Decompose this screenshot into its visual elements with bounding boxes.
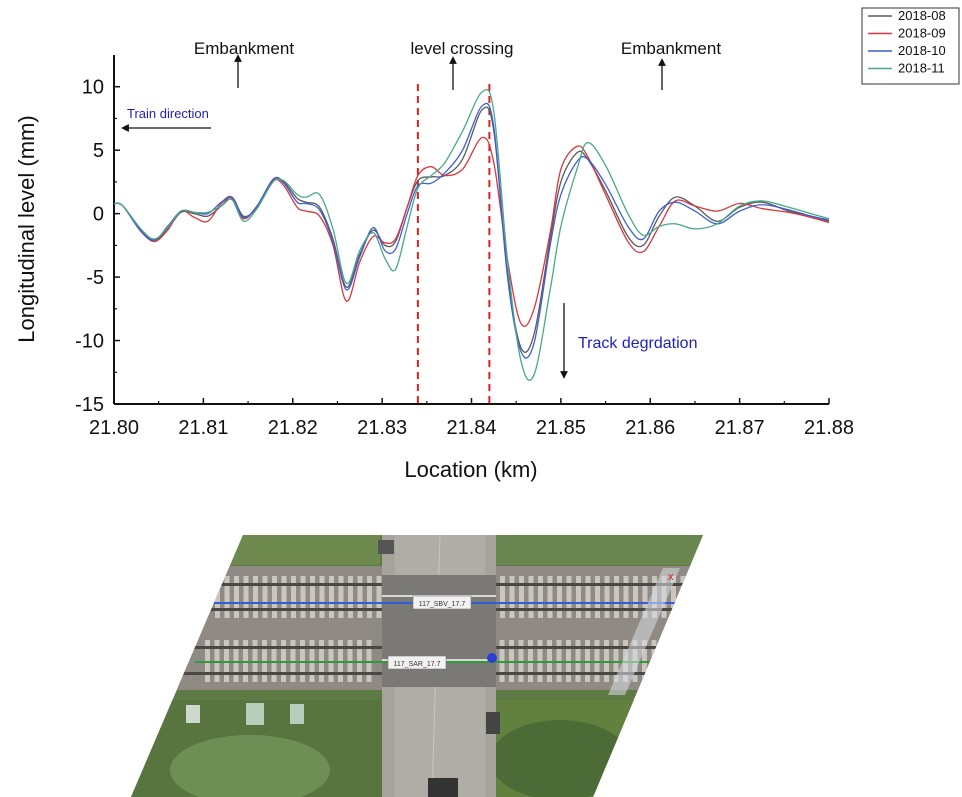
y-tick-label: 10 bbox=[82, 77, 104, 99]
legend-label: 2018-11 bbox=[898, 61, 945, 76]
sleeper bbox=[633, 576, 638, 618]
sleeper bbox=[661, 640, 666, 682]
x-ticks: 21.80 21.81 21.82 21.83 21.84 21.85 21.86 21.87… bbox=[89, 398, 854, 439]
sleeper bbox=[215, 576, 220, 618]
sleeper bbox=[319, 576, 325, 618]
y-ticks: 10 5 0 -5 -10 -15 bbox=[75, 77, 120, 416]
legend: 2018-08 2018-09 2018-10 2018-11 bbox=[861, 7, 960, 85]
sleeper bbox=[690, 576, 695, 618]
sleeper bbox=[528, 576, 534, 618]
sleeper bbox=[376, 576, 382, 618]
location-pin bbox=[487, 653, 497, 663]
legend-label: 2018-08 bbox=[898, 8, 946, 23]
sleeper bbox=[670, 640, 676, 682]
x-tick-label: 21.88 bbox=[804, 417, 854, 439]
sleeper bbox=[310, 576, 315, 618]
legend-label: 2018-09 bbox=[898, 26, 946, 41]
x-tick-label: 21.83 bbox=[357, 417, 407, 439]
x-axis-label: Location (km) bbox=[404, 457, 537, 482]
series-line-2018-11 bbox=[114, 88, 829, 381]
sleeper bbox=[671, 576, 676, 618]
sleeper bbox=[566, 576, 572, 618]
sleeper bbox=[538, 576, 543, 618]
series-line-2018-10 bbox=[114, 102, 829, 359]
series-group bbox=[114, 88, 829, 381]
sleeper bbox=[253, 576, 258, 618]
sleeper bbox=[243, 576, 249, 618]
sleeper bbox=[367, 576, 372, 618]
sleeper bbox=[262, 576, 268, 618]
sleeper bbox=[348, 576, 353, 618]
annotation-embankment-left: Embankment bbox=[194, 39, 294, 58]
aerial-photo: 117_SBV_17.7 117_SAR_17.7 x bbox=[131, 535, 703, 797]
sleeper bbox=[689, 640, 695, 682]
sleeper bbox=[547, 576, 553, 618]
sleeper bbox=[680, 576, 686, 618]
x-tick-label: 21.86 bbox=[625, 417, 675, 439]
x-tick-label: 21.81 bbox=[178, 417, 228, 439]
sleeper bbox=[329, 576, 334, 618]
legend-label: 2018-10 bbox=[898, 43, 946, 58]
sleeper bbox=[585, 576, 591, 618]
series-line-2018-08 bbox=[114, 106, 829, 353]
photo-label-sbv: 117_SBV_17.7 bbox=[419, 601, 466, 608]
sleeper bbox=[623, 576, 629, 618]
sleeper bbox=[576, 576, 581, 618]
y-tick-label: -5 bbox=[86, 267, 104, 289]
y-tick-label: 5 bbox=[93, 140, 104, 162]
legend-box bbox=[861, 7, 960, 85]
annotation-embankment-right: Embankment bbox=[621, 39, 721, 58]
sleeper bbox=[500, 576, 505, 618]
sleeper bbox=[224, 576, 230, 618]
sleeper bbox=[614, 576, 619, 618]
annotation-level-crossing: level crossing bbox=[411, 39, 514, 58]
level-crossing-boundaries bbox=[416, 84, 491, 404]
x-tick-label: 21.82 bbox=[268, 417, 318, 439]
series-line-2018-09 bbox=[114, 136, 829, 327]
annotation-train-direction: Train direction bbox=[127, 106, 209, 121]
sleeper bbox=[604, 576, 610, 618]
sleeper bbox=[338, 576, 344, 618]
y-axis-label: Longitudinal level (mm) bbox=[14, 115, 39, 342]
sleeper bbox=[281, 576, 287, 618]
sleeper bbox=[557, 576, 562, 618]
sleeper bbox=[272, 576, 277, 618]
x-tick-label: 21.80 bbox=[89, 417, 139, 439]
sleeper bbox=[595, 576, 600, 618]
close-icon: x bbox=[668, 571, 674, 583]
line-chart: 21.80 21.81 21.82 21.83 21.84 21.85 21.86 21.87… bbox=[14, 7, 960, 482]
sleeper bbox=[234, 576, 239, 618]
y-tick-label: 0 bbox=[93, 204, 104, 226]
x-tick-label: 21.85 bbox=[536, 417, 586, 439]
annotation-track-degradation: Track degrdation bbox=[578, 335, 697, 352]
sleeper bbox=[699, 576, 703, 618]
x-tick-label: 21.87 bbox=[715, 417, 765, 439]
sleeper bbox=[519, 576, 524, 618]
sleeper bbox=[680, 640, 685, 682]
sleeper bbox=[300, 576, 306, 618]
x-tick-label: 21.84 bbox=[446, 417, 496, 439]
photo-label-sar: 117_SAR_17.7 bbox=[394, 661, 441, 668]
y-tick-label: -10 bbox=[75, 331, 104, 353]
sleeper bbox=[291, 576, 296, 618]
sleeper bbox=[357, 576, 363, 618]
sleeper bbox=[642, 576, 648, 618]
sleeper bbox=[509, 576, 515, 618]
y-tick-label: -15 bbox=[75, 394, 104, 416]
